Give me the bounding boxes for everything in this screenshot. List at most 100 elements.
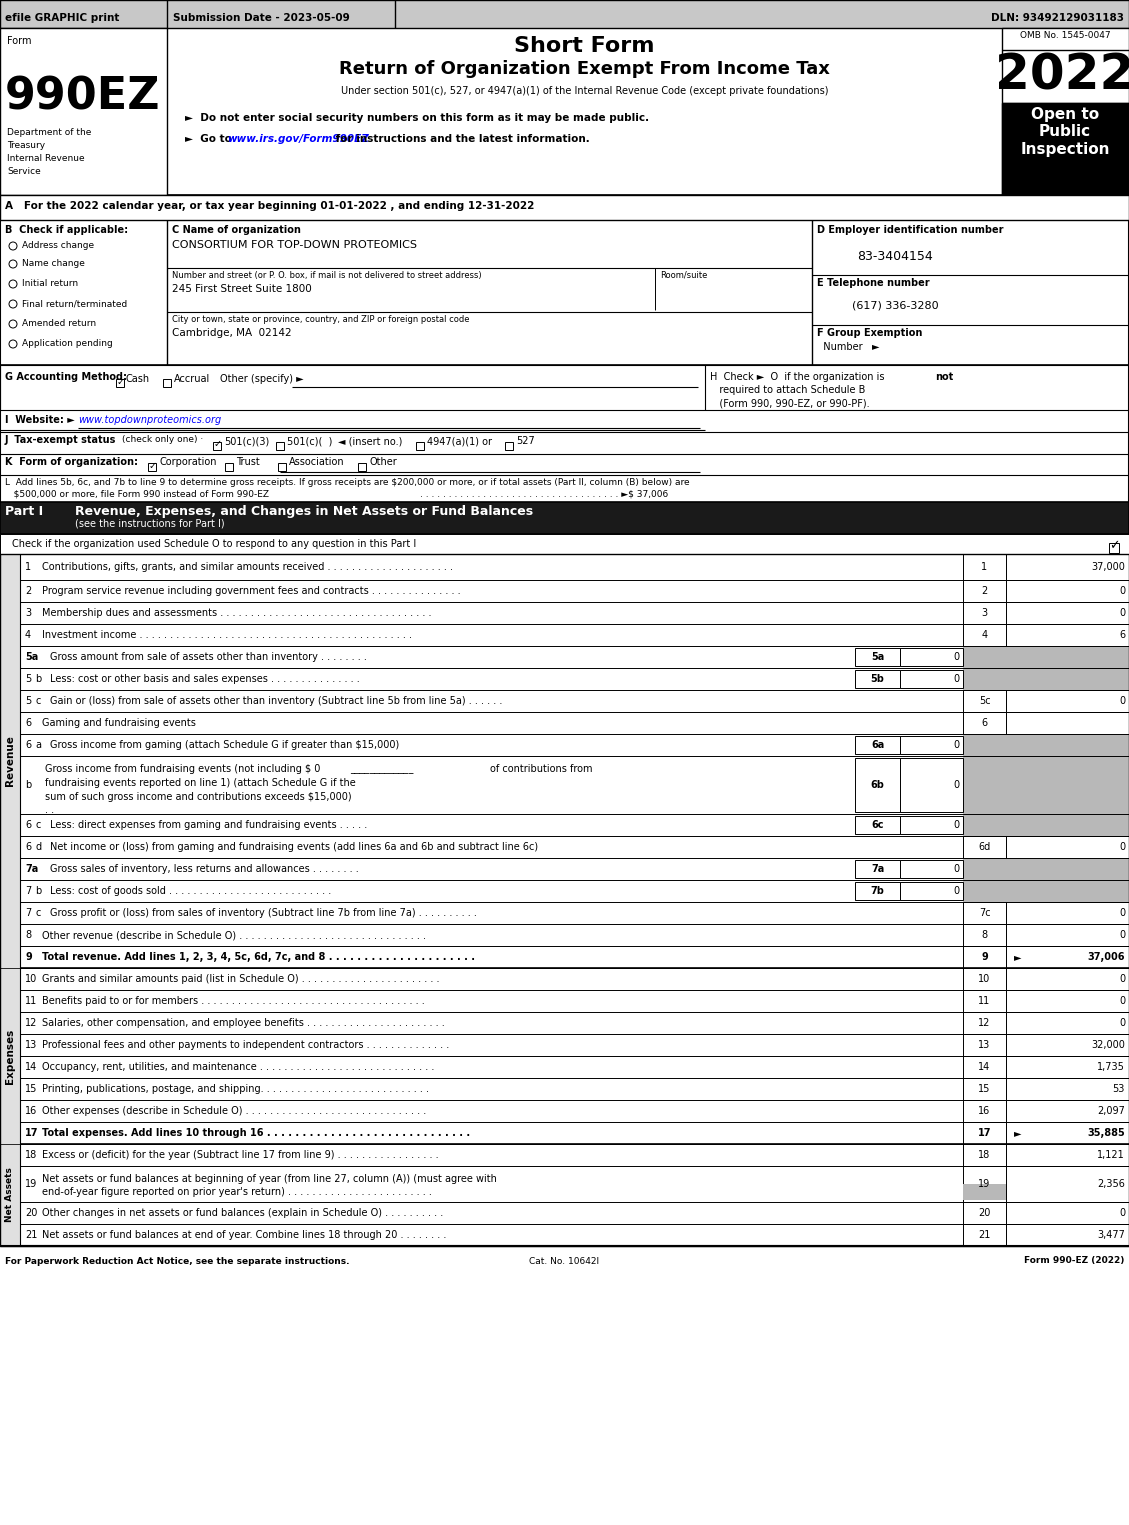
- Bar: [1003, 27, 1129, 195]
- Text: 0: 0: [954, 779, 960, 790]
- Text: (see the instructions for Part I): (see the instructions for Part I): [75, 518, 225, 529]
- Text: 0: 0: [954, 653, 960, 662]
- Bar: [900, 737, 963, 753]
- Text: Less: direct expenses from gaming and fundraising events . . . . .: Less: direct expenses from gaming and fu…: [50, 820, 367, 830]
- Text: Number   ►: Number ►: [817, 342, 879, 352]
- Bar: [1006, 1144, 1129, 1167]
- Text: Gross sales of inventory, less returns and allowances . . . . . . . .: Gross sales of inventory, less returns a…: [50, 865, 359, 874]
- Text: 19: 19: [979, 1179, 990, 1190]
- Text: $500,000 or more, file Form 990 instead of Form 990-EZ: $500,000 or more, file Form 990 instead …: [5, 490, 269, 499]
- Text: Total revenue. Add lines 1, 2, 3, 4, 5c, 6d, 7c, and 8 . . . . . . . . . . . . .: Total revenue. Add lines 1, 2, 3, 4, 5c,…: [42, 952, 475, 962]
- Text: Return of Organization Exempt From Income Tax: Return of Organization Exempt From Incom…: [339, 59, 830, 78]
- Bar: [963, 647, 1129, 668]
- Text: 0: 0: [954, 886, 960, 897]
- Bar: [900, 758, 963, 811]
- Text: 0: 0: [954, 820, 960, 830]
- Bar: [275, 442, 285, 450]
- Bar: [963, 814, 1129, 836]
- Bar: [963, 1144, 1006, 1167]
- Text: I  Website: ►: I Website: ►: [5, 415, 75, 425]
- Text: sum of such gross income and contributions exceeds $15,000): sum of such gross income and contributio…: [45, 791, 351, 802]
- Text: not: not: [935, 372, 953, 381]
- Text: 15: 15: [979, 1084, 990, 1093]
- Text: 21: 21: [979, 1231, 990, 1240]
- Text: ✓: ✓: [149, 461, 157, 471]
- Bar: [0, 502, 1129, 534]
- Text: DLN: 93492129031183: DLN: 93492129031183: [991, 14, 1124, 23]
- Text: 4: 4: [981, 630, 988, 640]
- Text: Net assets or fund balances at end of year. Combine lines 18 through 20 . . . . : Net assets or fund balances at end of ye…: [42, 1231, 446, 1240]
- Text: G Accounting Method:: G Accounting Method:: [5, 372, 126, 381]
- Bar: [225, 464, 233, 471]
- Text: 16: 16: [979, 1106, 990, 1116]
- Text: 990EZ: 990EZ: [5, 76, 160, 119]
- Text: 0: 0: [1119, 996, 1124, 1006]
- Text: Trust: Trust: [236, 458, 260, 467]
- Bar: [1006, 968, 1129, 990]
- Bar: [963, 836, 1006, 859]
- Text: Gaming and fundraising events: Gaming and fundraising events: [42, 718, 195, 727]
- Text: K  Form of organization:: K Form of organization:: [5, 458, 138, 467]
- Text: 32,000: 32,000: [1091, 1040, 1124, 1051]
- Bar: [1006, 1100, 1129, 1122]
- Text: c: c: [35, 820, 41, 830]
- Text: Revenue, Expenses, and Changes in Net Assets or Fund Balances: Revenue, Expenses, and Changes in Net As…: [75, 505, 533, 518]
- Bar: [0, 27, 167, 195]
- Text: Net income or (loss) from gaming and fundraising events (add lines 6a and 6b and: Net income or (loss) from gaming and fun…: [50, 842, 539, 852]
- Text: fundraising events reported on line 1) (attach Schedule G if the: fundraising events reported on line 1) (…: [45, 778, 356, 788]
- Text: Other changes in net assets or fund balances (explain in Schedule O) . . . . . .: Other changes in net assets or fund bala…: [42, 1208, 444, 1218]
- Text: 83-3404154: 83-3404154: [857, 250, 933, 262]
- Text: Form: Form: [7, 37, 32, 46]
- Text: Short Form: Short Form: [514, 37, 655, 56]
- Text: 5a: 5a: [870, 653, 884, 662]
- Bar: [1003, 104, 1129, 195]
- Text: 16: 16: [25, 1106, 37, 1116]
- Text: www.topdownproteomics.org: www.topdownproteomics.org: [78, 415, 221, 425]
- Text: 8: 8: [981, 930, 988, 939]
- Text: 18: 18: [25, 1150, 37, 1161]
- Bar: [963, 602, 1006, 624]
- Bar: [855, 669, 900, 688]
- Text: ►: ►: [1014, 1128, 1022, 1138]
- Text: For Paperwork Reduction Act Notice, see the separate instructions.: For Paperwork Reduction Act Notice, see …: [5, 1257, 350, 1266]
- Text: 2022: 2022: [996, 52, 1129, 101]
- Bar: [1006, 580, 1129, 602]
- Text: 11: 11: [25, 996, 37, 1006]
- Text: end-of-year figure reported on prior year's return) . . . . . . . . . . . . . . : end-of-year figure reported on prior yea…: [42, 1186, 432, 1197]
- Text: Cat. No. 10642I: Cat. No. 10642I: [530, 1257, 599, 1266]
- Text: Submission Date - 2023-05-09: Submission Date - 2023-05-09: [173, 14, 350, 23]
- Text: 6b: 6b: [870, 779, 884, 790]
- Bar: [963, 1100, 1006, 1122]
- Text: Treasury: Treasury: [7, 140, 45, 149]
- Text: b: b: [35, 886, 42, 897]
- Bar: [963, 756, 1129, 814]
- Text: 21: 21: [25, 1231, 37, 1240]
- Text: Corporation: Corporation: [159, 458, 217, 467]
- Circle shape: [9, 281, 17, 288]
- Bar: [900, 648, 963, 666]
- Bar: [505, 442, 513, 450]
- Text: Less: cost of goods sold . . . . . . . . . . . . . . . . . . . . . . . . . . .: Less: cost of goods sold . . . . . . . .…: [50, 886, 331, 897]
- Text: H  Check ►  O  if the organization is: H Check ► O if the organization is: [710, 372, 887, 381]
- Text: 4: 4: [25, 630, 32, 640]
- Bar: [1006, 1013, 1129, 1034]
- Text: Gross income from gaming (attach Schedule G if greater than $15,000): Gross income from gaming (attach Schedul…: [50, 740, 400, 750]
- Text: 0: 0: [954, 674, 960, 685]
- Text: Final return/terminated: Final return/terminated: [21, 299, 128, 308]
- Text: 14: 14: [25, 1061, 37, 1072]
- Bar: [1006, 554, 1129, 580]
- Text: 18: 18: [979, 1150, 990, 1161]
- Text: Other (specify) ►: Other (specify) ►: [220, 374, 304, 384]
- Bar: [1006, 836, 1129, 859]
- Text: 9: 9: [981, 952, 988, 962]
- Bar: [415, 442, 425, 450]
- Bar: [0, 220, 1129, 364]
- Bar: [963, 668, 1129, 689]
- Text: 527: 527: [516, 436, 535, 445]
- Bar: [855, 737, 900, 753]
- Text: F Group Exemption: F Group Exemption: [817, 328, 922, 339]
- Text: 0: 0: [1119, 907, 1124, 918]
- Text: 15: 15: [25, 1084, 37, 1093]
- Text: required to attach Schedule B: required to attach Schedule B: [710, 384, 865, 395]
- Text: 7a: 7a: [870, 865, 884, 874]
